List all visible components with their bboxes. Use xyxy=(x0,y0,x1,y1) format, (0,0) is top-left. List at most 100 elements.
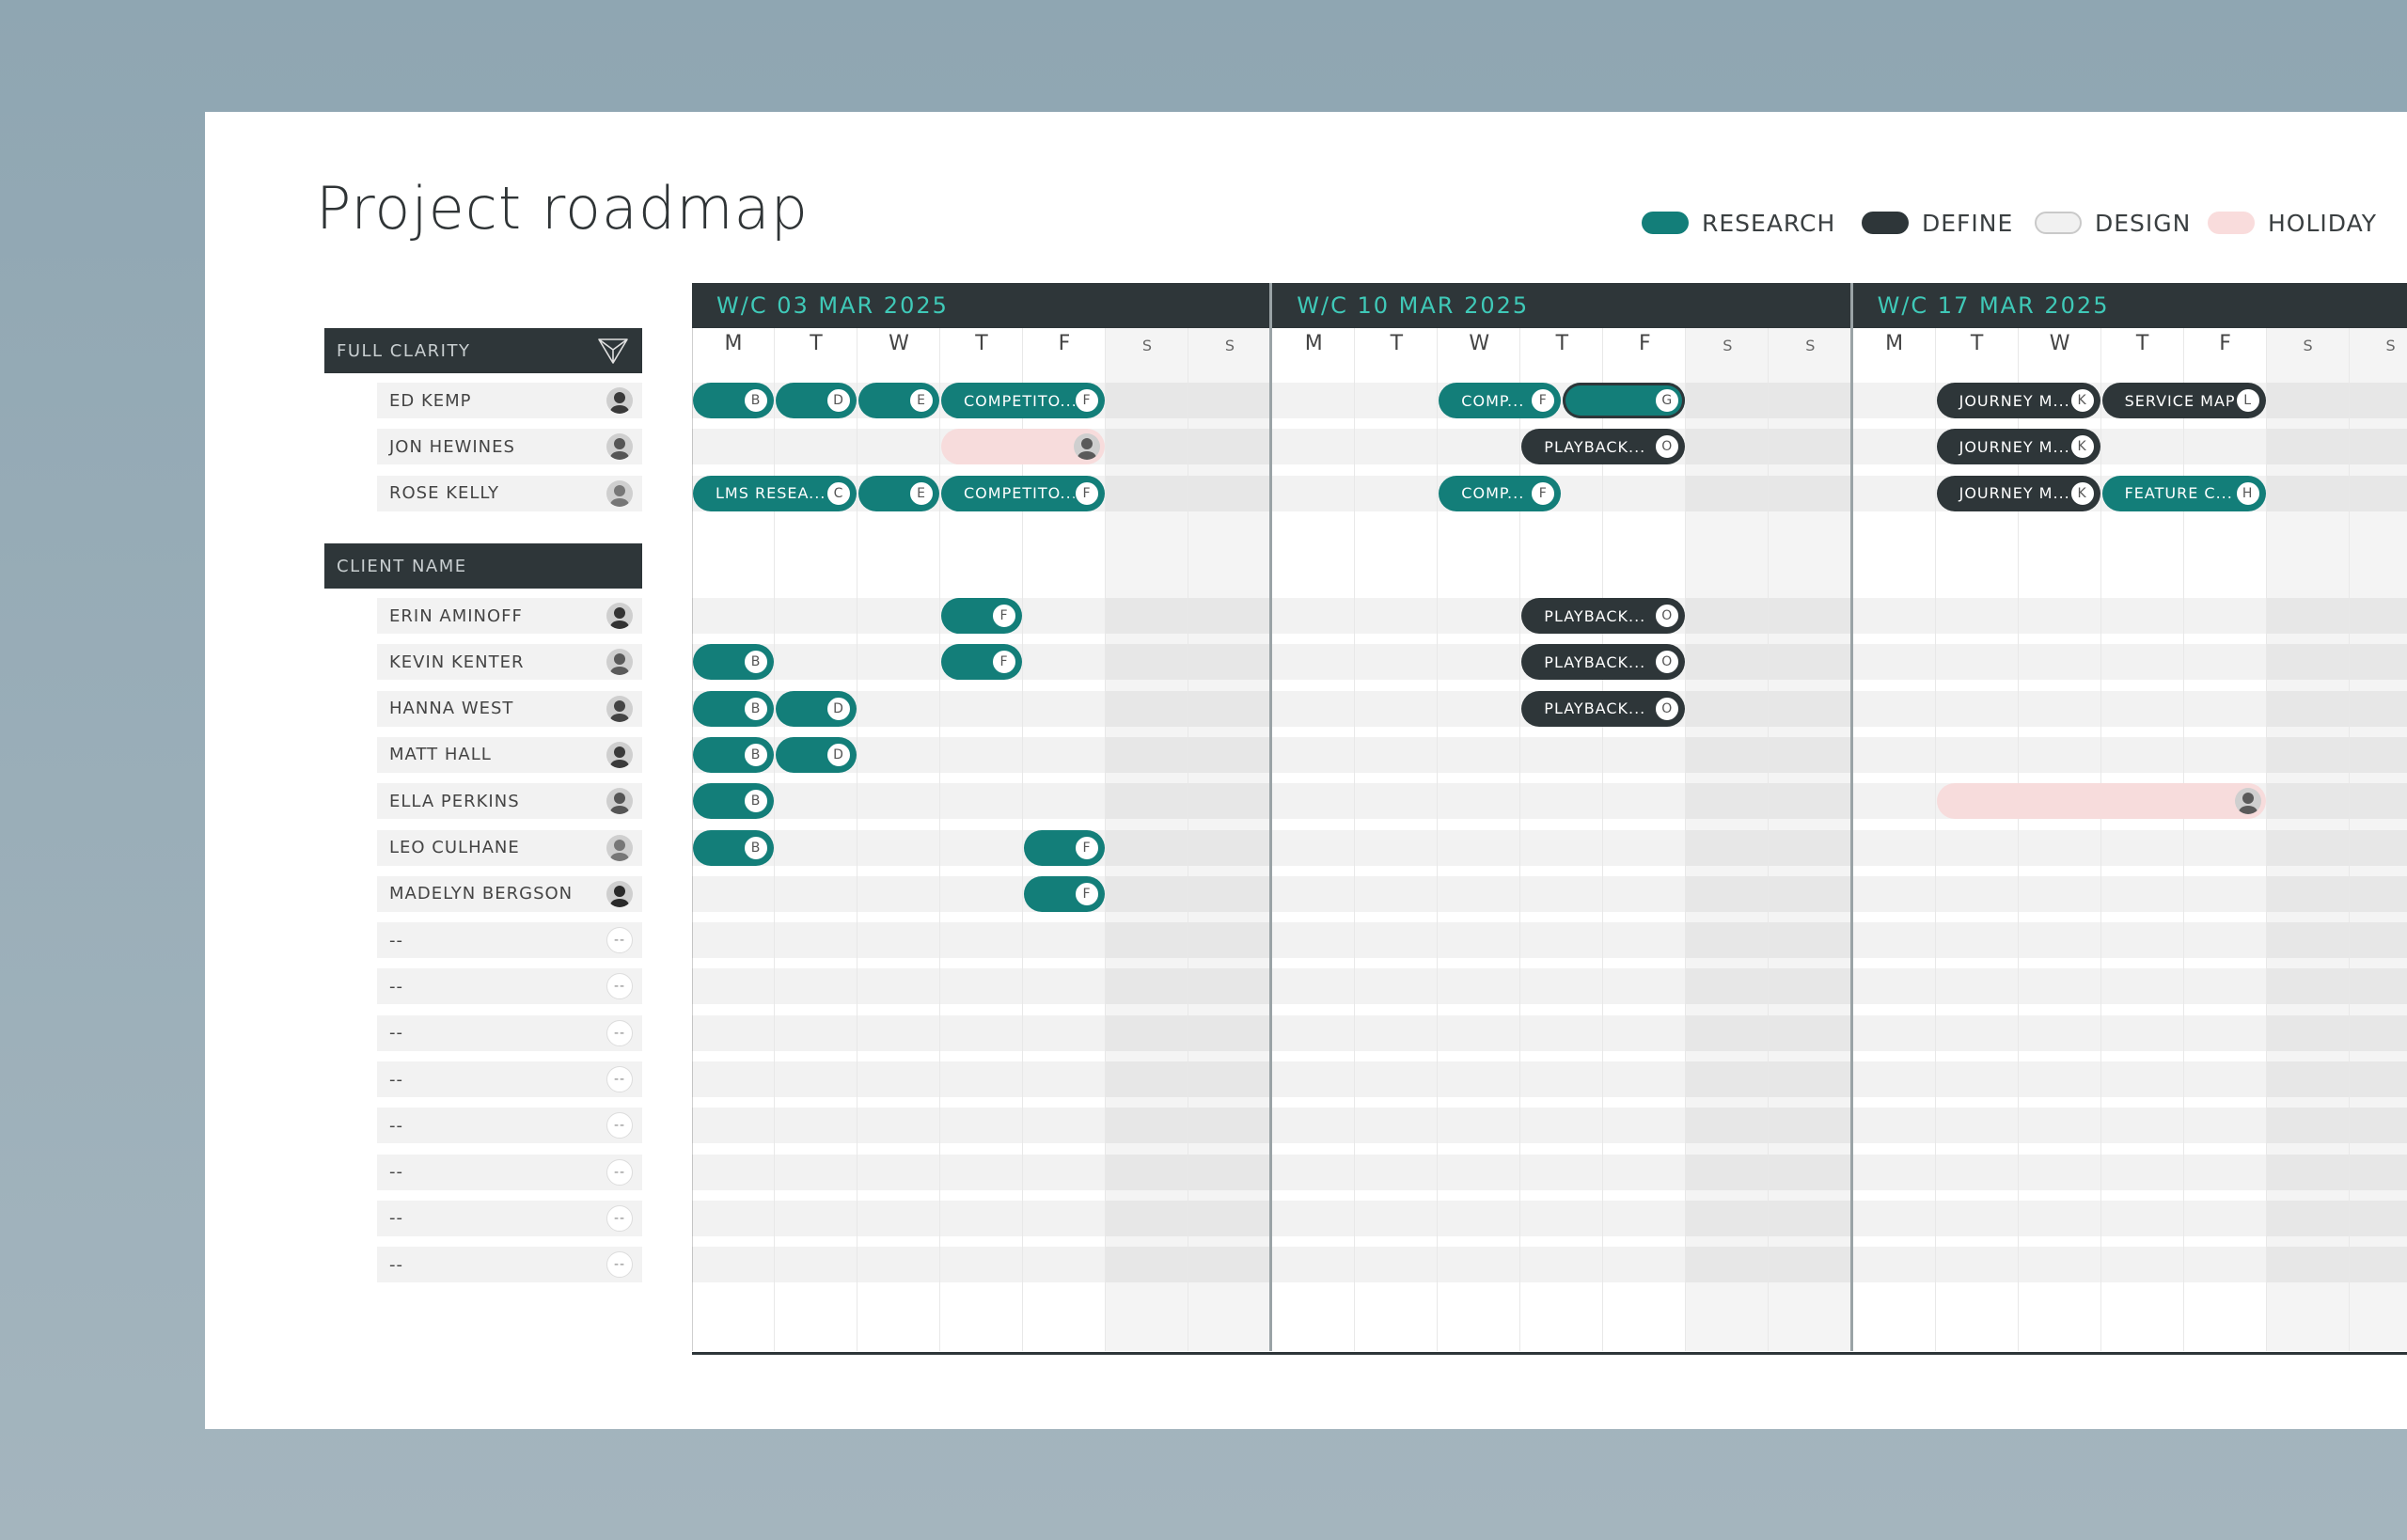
task-pill[interactable]: B xyxy=(693,829,774,866)
task-pill[interactable]: FEATURE C... H xyxy=(2101,475,2266,511)
assignee-badge: D xyxy=(826,387,852,414)
day-column xyxy=(1106,328,1188,1351)
filter-icon[interactable] xyxy=(597,337,629,365)
day-label: S xyxy=(1805,337,1816,354)
person-name: HANNA WEST xyxy=(389,699,514,719)
day-column xyxy=(1438,328,1521,1351)
task-pill[interactable]: F xyxy=(1024,829,1105,866)
task-pill[interactable]: COMPETITO... F xyxy=(941,475,1105,511)
person-row[interactable]: -- -- xyxy=(377,1200,642,1236)
assignee-badge: F xyxy=(1530,387,1557,414)
task-label: PLAYBACK... xyxy=(1544,652,1646,671)
holiday-bar[interactable] xyxy=(941,429,1105,465)
task-pill[interactable]: D xyxy=(776,736,857,773)
task-pill[interactable]: PLAYBACK... O xyxy=(1521,644,1686,681)
person-row[interactable]: ED KEMP xyxy=(377,383,642,418)
assignee-badge: F xyxy=(1074,880,1100,907)
person-row[interactable]: ERIN AMINOFF xyxy=(377,598,642,634)
person-row[interactable]: KEVIN KENTER xyxy=(377,644,642,681)
person-row[interactable]: -- -- xyxy=(377,922,642,959)
day-column xyxy=(2019,328,2101,1351)
task-pill[interactable]: SERVICE MAP L xyxy=(2101,383,2266,418)
task-pill[interactable]: D xyxy=(776,690,857,727)
person-row[interactable]: -- -- xyxy=(377,968,642,1005)
task-pill[interactable]: B xyxy=(693,690,774,727)
task-pill[interactable]: PLAYBACK... O xyxy=(1521,429,1686,465)
task-pill[interactable]: B xyxy=(693,644,774,681)
task-pill[interactable]: JOURNEY M... K xyxy=(1936,475,2100,511)
person-name: -- xyxy=(389,1254,403,1275)
day-label: S xyxy=(1141,337,1153,354)
person-row[interactable]: -- -- xyxy=(377,1061,642,1097)
person-row[interactable]: ELLA PERKINS xyxy=(377,783,642,820)
task-pill[interactable]: B xyxy=(693,383,774,418)
day-column xyxy=(1355,328,1439,1351)
grid-row xyxy=(692,829,2407,866)
assignee-badge: L xyxy=(2234,387,2261,414)
person-row[interactable]: ROSE KELLY xyxy=(377,475,642,511)
task-pill[interactable]: E xyxy=(858,475,939,511)
task-label: COMP... xyxy=(1461,484,1525,503)
task-pill[interactable]: G xyxy=(1563,383,1686,418)
person-row[interactable]: -- -- xyxy=(377,1247,642,1283)
task-pill[interactable]: COMPETITO... F xyxy=(941,383,1105,418)
task-label: JOURNEY M... xyxy=(1959,484,2070,503)
avatar: -- xyxy=(606,927,633,954)
assignee-badge: O xyxy=(1654,649,1681,676)
avatar xyxy=(606,741,633,768)
avatar: -- xyxy=(606,1204,633,1232)
task-label: SERVICE MAP xyxy=(2124,391,2236,410)
legend-define: DEFINE xyxy=(1862,204,2013,242)
person-name: MATT HALL xyxy=(389,745,492,765)
group-header[interactable]: FULL CLARITY xyxy=(324,328,642,373)
person-row[interactable]: MATT HALL xyxy=(377,736,642,773)
task-label: COMPETITO... xyxy=(964,391,1078,410)
task-pill[interactable]: LMS RESEA... C xyxy=(693,475,857,511)
task-pill[interactable]: PLAYBACK... O xyxy=(1521,598,1686,634)
day-label: F xyxy=(1638,332,1651,355)
day-label: F xyxy=(2219,332,2231,355)
person-name: -- xyxy=(389,930,403,951)
person-row[interactable]: MADELYN BERGSON xyxy=(377,875,642,912)
task-label: LMS RESEA... xyxy=(716,484,826,503)
day-column xyxy=(1603,328,1687,1351)
person-name: -- xyxy=(389,1162,403,1183)
person-name: -- xyxy=(389,1023,403,1044)
day-label: T xyxy=(2135,332,2149,355)
day-column xyxy=(1272,328,1356,1351)
task-pill[interactable]: F xyxy=(941,644,1022,681)
task-pill[interactable]: COMP... F xyxy=(1439,383,1562,418)
assignee-badge: B xyxy=(743,649,769,676)
person-name: -- xyxy=(389,1069,403,1090)
person-row[interactable]: JON HEWINES xyxy=(377,429,642,465)
person-row[interactable]: -- -- xyxy=(377,1014,642,1051)
task-pill[interactable]: E xyxy=(858,383,939,418)
holiday-bar[interactable] xyxy=(1936,783,2266,820)
task-pill[interactable]: B xyxy=(693,783,774,820)
assignee-badge: K xyxy=(2069,387,2096,414)
design-swatch-icon xyxy=(2035,212,2082,234)
person-row[interactable]: -- -- xyxy=(377,1154,642,1190)
assignee-badge: F xyxy=(1530,479,1557,507)
task-pill[interactable]: F xyxy=(1024,875,1105,912)
task-pill[interactable]: F xyxy=(941,598,1022,634)
person-row[interactable]: -- -- xyxy=(377,1108,642,1144)
day-column xyxy=(857,328,940,1351)
task-pill[interactable]: D xyxy=(776,383,857,418)
day-label: T xyxy=(1555,332,1569,355)
day-column xyxy=(2184,328,2267,1351)
task-pill[interactable]: B xyxy=(693,736,774,773)
grid-row xyxy=(692,1061,2407,1097)
task-pill[interactable]: PLAYBACK... O xyxy=(1521,690,1686,727)
task-pill[interactable]: JOURNEY M... K xyxy=(1936,383,2100,418)
roadmap-card: Project roadmap RESEARCH DEFINE DESIGN H… xyxy=(205,112,2407,1429)
task-pill[interactable]: COMP... F xyxy=(1439,475,1562,511)
person-row[interactable]: HANNA WEST xyxy=(377,690,642,727)
person-row[interactable]: LEO CULHANE xyxy=(377,829,642,866)
assignee-badge: F xyxy=(991,649,1017,676)
day-label: S xyxy=(1723,337,1733,354)
task-pill[interactable]: JOURNEY M... K xyxy=(1936,429,2100,465)
day-label: S xyxy=(1224,337,1235,354)
group-header[interactable]: CLIENT NAME xyxy=(324,543,642,589)
person-name: -- xyxy=(389,976,403,997)
